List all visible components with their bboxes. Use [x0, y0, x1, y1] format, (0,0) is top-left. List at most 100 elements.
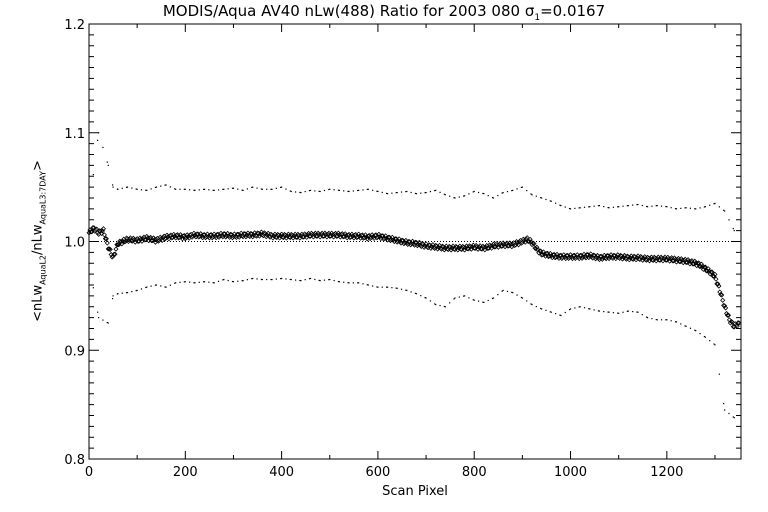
- data-point: [415, 193, 418, 195]
- data-point: [724, 312, 731, 318]
- data-point: [724, 210, 726, 212]
- data-point: [143, 237, 149, 243]
- data-point: [191, 230, 197, 236]
- data-point: [564, 311, 566, 314]
- data-point: [370, 234, 376, 240]
- data-point: [291, 233, 297, 239]
- data-point: [385, 192, 388, 195]
- data-point: [107, 322, 109, 324]
- data-point: [464, 246, 471, 252]
- data-point: [561, 252, 567, 258]
- data-point: [381, 191, 383, 194]
- data-point: [211, 231, 217, 237]
- data-point: [338, 281, 340, 283]
- x-tick-label: 0: [85, 465, 93, 480]
- data-point: [92, 174, 94, 176]
- data-point: [560, 314, 562, 317]
- tick-marks: [88, 23, 741, 460]
- data-point: [183, 188, 185, 190]
- data-point: [183, 235, 189, 241]
- data-point: [651, 205, 653, 207]
- data-point: [221, 231, 227, 237]
- data-point: [728, 219, 730, 221]
- data-point: [223, 188, 225, 190]
- data-point: [318, 190, 320, 192]
- data-point: [98, 132, 100, 134]
- x-tick-label: 200: [173, 465, 198, 480]
- data-point: [242, 280, 244, 282]
- data-point: [198, 231, 204, 237]
- data-point: [309, 189, 312, 191]
- data-point: [515, 240, 521, 246]
- data-point: [732, 416, 734, 418]
- data-point: [732, 228, 734, 230]
- data-point: [111, 251, 117, 257]
- data-point: [531, 303, 533, 306]
- data-point: [366, 284, 368, 286]
- data-point: [270, 278, 272, 281]
- data-point: [429, 190, 432, 193]
- data-point: [140, 189, 143, 191]
- data-point: [699, 207, 701, 209]
- data-point: [716, 283, 722, 289]
- data-point: [527, 236, 533, 242]
- data-point: [406, 238, 412, 245]
- data-point: [385, 234, 392, 240]
- data-point: [357, 189, 359, 192]
- data-point: [107, 246, 113, 253]
- data-point: [727, 320, 733, 326]
- data-point: [531, 194, 533, 196]
- data-point: [280, 186, 282, 188]
- data-point: [358, 282, 360, 284]
- data-point: [204, 231, 211, 237]
- data-point: [718, 373, 720, 375]
- data-point: [617, 206, 619, 208]
- data-point: [443, 193, 445, 195]
- data-point: [545, 198, 547, 201]
- data-point: [424, 192, 426, 194]
- data-point: [146, 286, 148, 288]
- data-point: [238, 230, 244, 236]
- data-point: [675, 208, 678, 210]
- data-point: [709, 269, 715, 275]
- data-point: [632, 204, 634, 206]
- data-point: [304, 190, 306, 193]
- data-point: [237, 188, 239, 190]
- data-point: [231, 280, 234, 283]
- data-point: [101, 232, 107, 238]
- data-point: [138, 236, 144, 242]
- data-point: [165, 184, 167, 186]
- data-point: [334, 233, 341, 239]
- data-point: [453, 197, 455, 199]
- data-point: [472, 299, 474, 301]
- data-point: [603, 310, 605, 313]
- data-point: [473, 190, 475, 193]
- data-point: [685, 257, 691, 263]
- data-point: [386, 193, 389, 195]
- data-point: [449, 195, 451, 197]
- data-point: [439, 191, 441, 193]
- data-point: [185, 234, 191, 240]
- data-point: [680, 207, 682, 209]
- data-point: [372, 285, 374, 287]
- data-point: [521, 297, 523, 299]
- data-point: [212, 282, 214, 284]
- data-point: [497, 194, 499, 197]
- data-point: [158, 236, 164, 242]
- data-point: [275, 278, 277, 280]
- data-point: [425, 191, 427, 194]
- data-point: [406, 190, 408, 193]
- data-point: [588, 308, 590, 310]
- data-point: [337, 189, 340, 191]
- data-point: [160, 285, 162, 287]
- data-point: [714, 202, 716, 205]
- data-point: [290, 190, 292, 193]
- data-point: [376, 190, 378, 192]
- data-point: [530, 193, 532, 195]
- data-point: [385, 286, 388, 288]
- data-point: [318, 279, 320, 282]
- data-point: [597, 253, 603, 259]
- data-point: [502, 289, 504, 292]
- data-point: [554, 251, 560, 257]
- data-point: [333, 189, 335, 191]
